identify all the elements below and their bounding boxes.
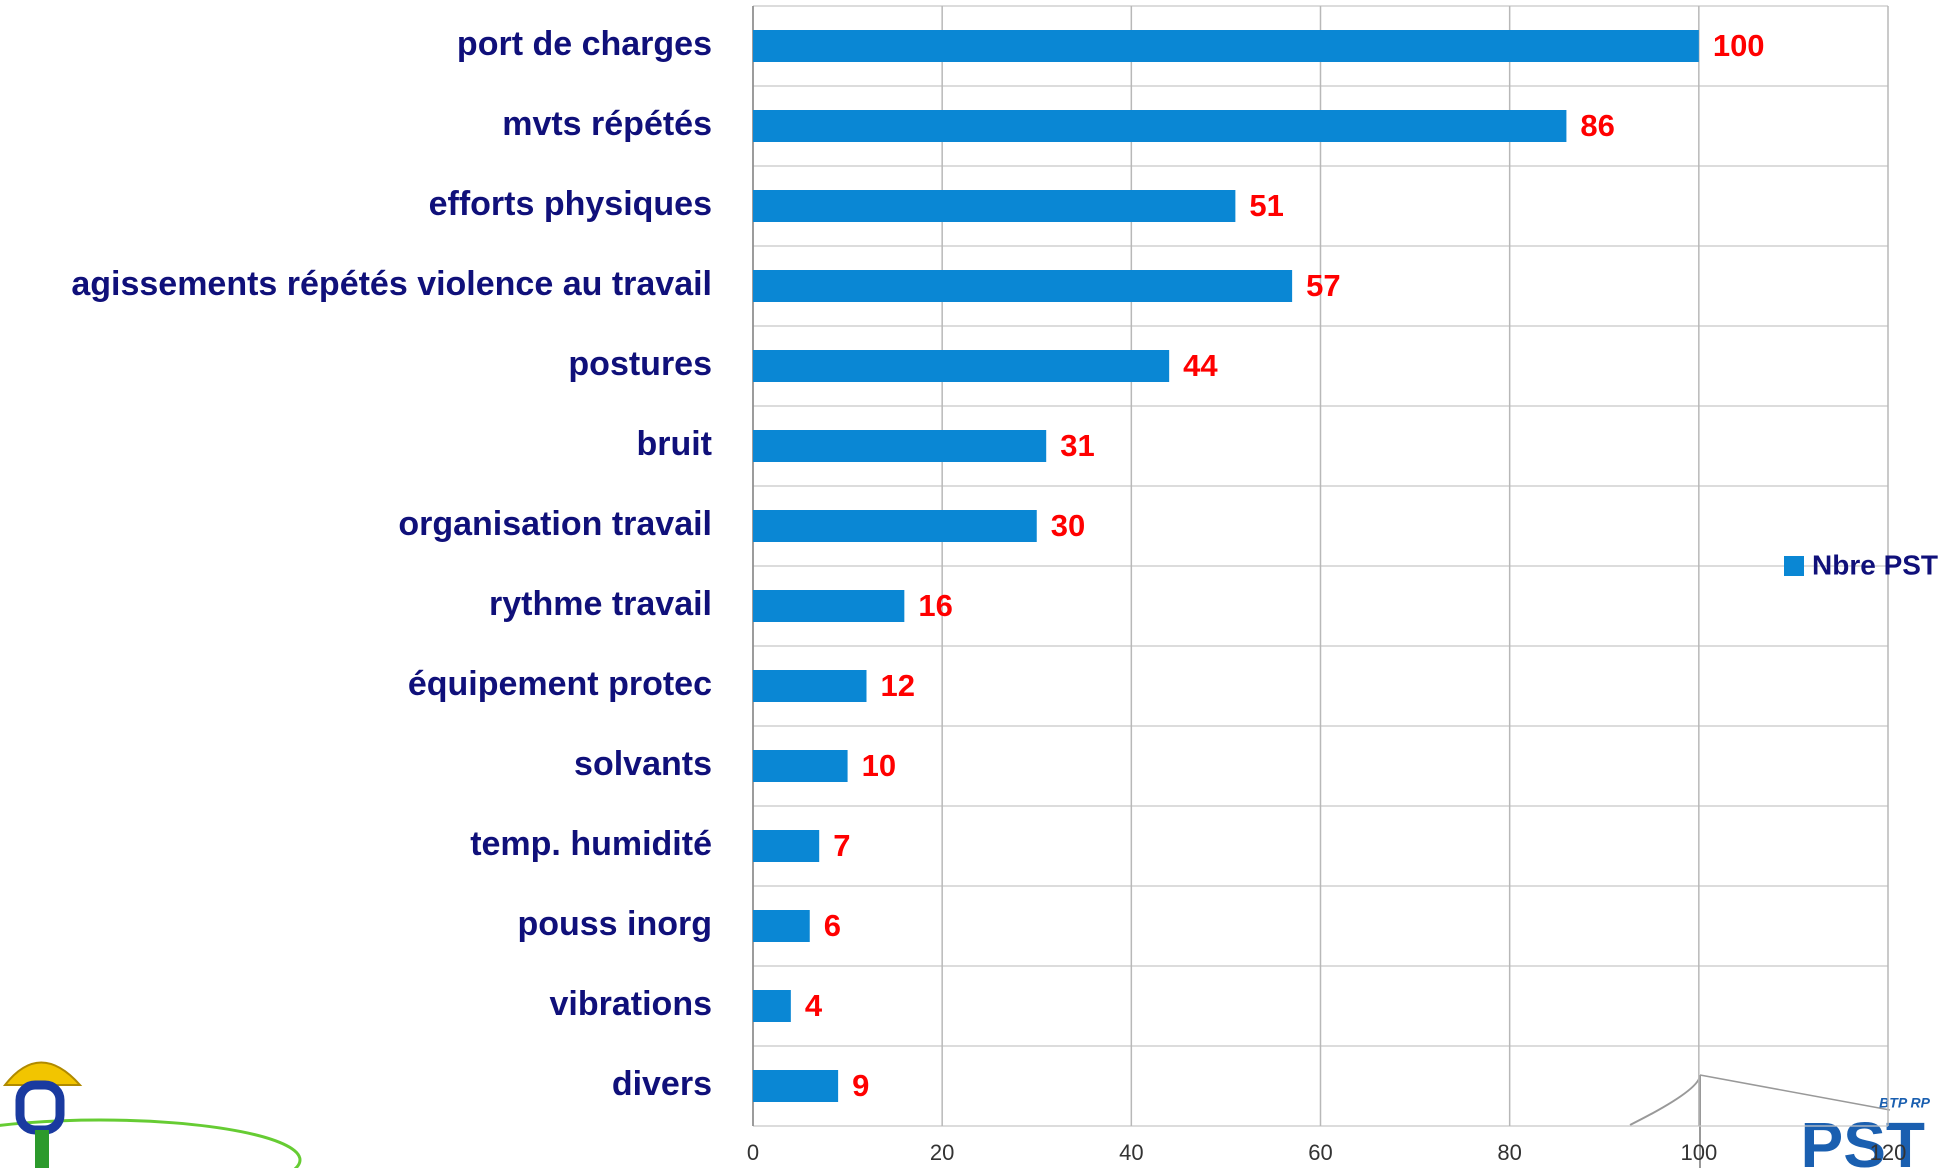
bar (753, 910, 810, 942)
value-label: 10 (862, 748, 896, 783)
worker-logo (0, 1061, 302, 1168)
bar (753, 670, 867, 702)
bar (753, 350, 1170, 382)
bar (753, 110, 1567, 142)
value-label: 7 (833, 828, 850, 863)
x-tick-label: 0 (747, 1140, 759, 1165)
x-tick-label: 60 (1308, 1140, 1332, 1165)
value-label: 30 (1051, 508, 1085, 543)
pst-logo: BTP RP PST (1629, 1074, 1931, 1168)
bar (753, 270, 1293, 302)
value-label: 57 (1306, 268, 1340, 303)
value-label: 4 (805, 988, 823, 1023)
bar (753, 830, 820, 862)
value-label: 51 (1249, 188, 1283, 223)
category-label: équipement protec (408, 665, 712, 703)
value-label: 9 (852, 1068, 869, 1103)
bar (753, 190, 1236, 222)
value-label: 44 (1183, 348, 1218, 383)
value-label: 12 (881, 668, 915, 703)
category-label: port de charges (457, 25, 712, 63)
category-label: efforts physiques (429, 185, 712, 223)
legend-label: Nbre PST (1812, 549, 1938, 580)
bar (753, 750, 848, 782)
value-label: 16 (918, 588, 952, 623)
value-label: 6 (824, 908, 841, 943)
category-label: divers (612, 1065, 712, 1103)
x-tick-label: 40 (1119, 1140, 1143, 1165)
x-tick-label: 80 (1497, 1140, 1521, 1165)
bar (753, 1070, 839, 1102)
category-label: vibrations (550, 985, 712, 1023)
category-label: rythme travail (489, 585, 712, 623)
category-label: organisation travail (398, 505, 712, 543)
bar (753, 990, 791, 1022)
legend-swatch (1784, 556, 1804, 576)
category-label: solvants (574, 745, 712, 783)
category-label: temp. humidité (470, 825, 712, 863)
category-label: mvts répétés (502, 105, 712, 143)
bar (753, 510, 1037, 542)
category-label: bruit (636, 425, 712, 463)
value-label: 100 (1713, 28, 1765, 63)
x-tick-label: 100 (1680, 1140, 1717, 1165)
value-label: 86 (1580, 108, 1614, 143)
x-tick-label: 120 (1870, 1140, 1907, 1165)
logo-brand: PST (1801, 1109, 1925, 1168)
bar (753, 590, 905, 622)
x-tick-label: 20 (930, 1140, 954, 1165)
value-label: 31 (1060, 428, 1094, 463)
bar (753, 30, 1699, 62)
bar (753, 430, 1047, 462)
category-label: postures (568, 345, 712, 383)
category-label: pouss inorg (517, 905, 712, 943)
logo-tag: BTP RP (1879, 1095, 1930, 1111)
category-label: agissements répétés violence au travail (71, 265, 712, 303)
